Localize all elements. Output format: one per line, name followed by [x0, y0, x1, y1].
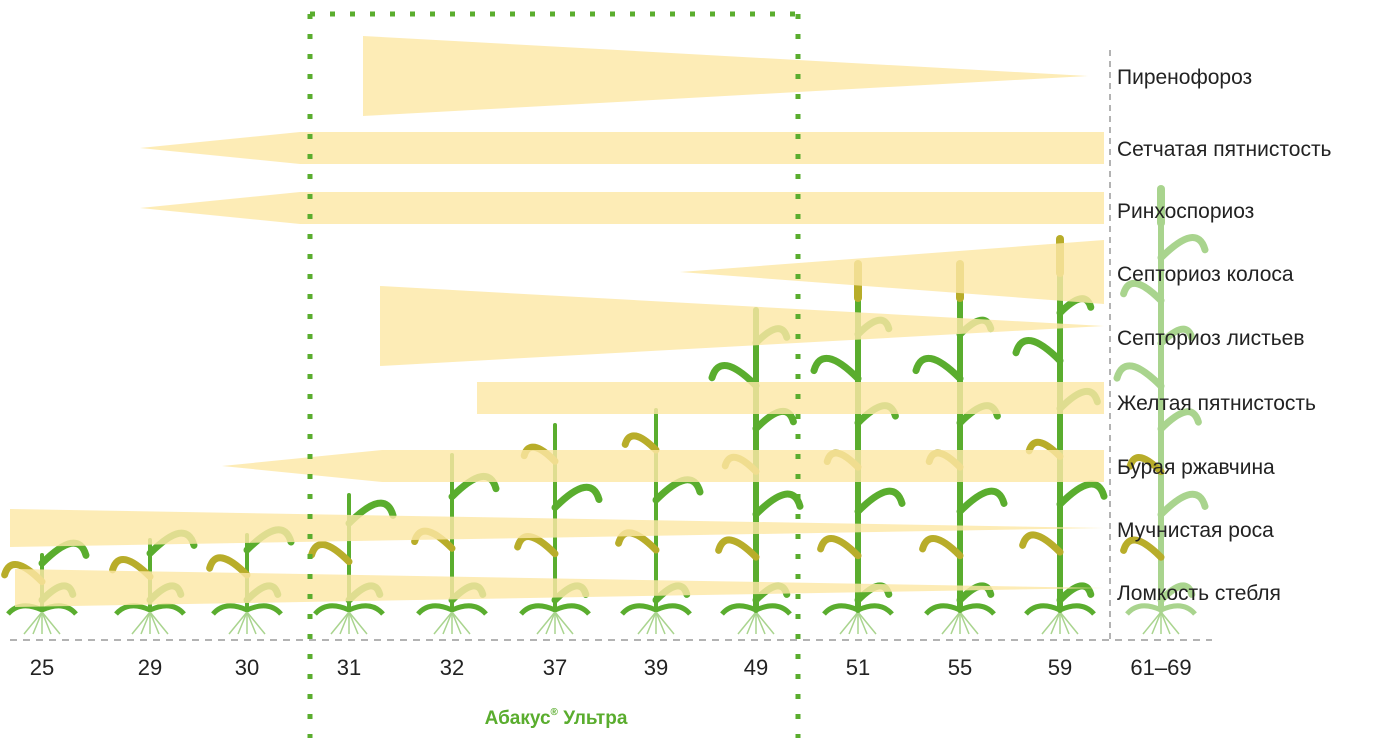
- x-tick-label: 31: [337, 655, 361, 680]
- product-label: Абакус® Ультра: [485, 707, 628, 729]
- disease-band-7: [222, 450, 1104, 482]
- disease-band-2: [140, 132, 1104, 164]
- disease-label: Сетчатая пятнистость: [1117, 138, 1332, 161]
- disease-label: Ломкость стебля: [1117, 582, 1281, 605]
- disease-band-3: [140, 192, 1104, 224]
- x-tick-label: 51: [846, 655, 870, 680]
- disease-label: Пиренофороз: [1117, 66, 1252, 89]
- registered-mark: ®: [551, 707, 559, 718]
- disease-band-4: [680, 240, 1104, 304]
- x-tick-label: 37: [543, 655, 567, 680]
- disease-band-1: [363, 36, 1088, 116]
- disease-labels: Пиренофороз Сетчатая пятнистость Ринхоспор…: [1117, 66, 1332, 605]
- disease-band-6: [477, 382, 1104, 414]
- disease-bands: [10, 36, 1104, 607]
- plant-stage-61–69: [1113, 185, 1209, 635]
- x-tick-label: 30: [235, 655, 259, 680]
- x-tick-label: 49: [744, 655, 768, 680]
- disease-label: Бурая ржавчина: [1117, 456, 1275, 479]
- x-tick-label: 55: [948, 655, 972, 680]
- x-tick-label: 61–69: [1130, 655, 1191, 680]
- disease-band-5: [380, 286, 1104, 366]
- x-tick-label: 32: [440, 655, 464, 680]
- x-axis-ticks: 25 29 30 31 32 37 39 49 51 55 59 61–69: [30, 655, 1192, 680]
- disease-band-8: [10, 509, 1104, 547]
- disease-label: Септориоз листьев: [1117, 327, 1304, 350]
- product-window-frame: [307, 11, 801, 738]
- plant-stage-55: [912, 260, 1008, 635]
- x-tick-label: 39: [644, 655, 668, 680]
- x-tick-label: 25: [30, 655, 54, 680]
- disease-label: Желтая пятнистость: [1117, 392, 1316, 415]
- x-tick-label: 59: [1048, 655, 1072, 680]
- disease-band-9: [15, 569, 1104, 607]
- product-label-suffix: Ультра: [558, 708, 628, 729]
- disease-label: Мучнистая роса: [1117, 519, 1274, 542]
- x-tick-label: 29: [138, 655, 162, 680]
- disease-label: Септориоз колоса: [1117, 263, 1294, 286]
- disease-label: Ринхоспориоз: [1117, 200, 1254, 223]
